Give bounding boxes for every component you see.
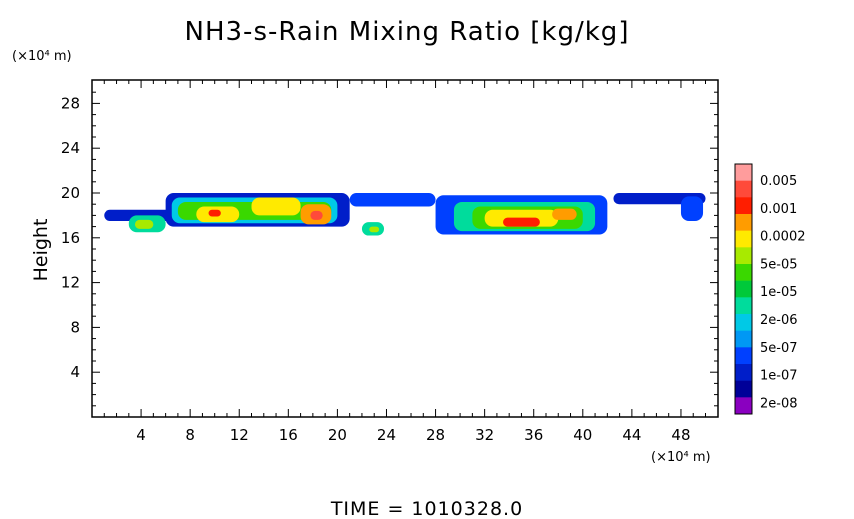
colorbar-swatch — [735, 164, 752, 181]
colorbar-swatch — [735, 264, 752, 281]
colorbar-label: 2e-06 — [760, 313, 798, 328]
colorbar-frame — [734, 163, 753, 415]
colorbar-swatch — [735, 197, 752, 215]
x-tick-label: 32 — [475, 426, 494, 444]
colorbar-swatch — [735, 330, 752, 348]
y-tick-label: 16 — [61, 229, 80, 247]
x-tick-label: 12 — [230, 426, 249, 444]
x-tick-label: 36 — [524, 426, 543, 444]
contour-region-19 — [552, 208, 577, 220]
colorbar-label: 0.0002 — [760, 230, 806, 245]
time-label: TIME = 1010328.0 — [330, 498, 523, 519]
colorbar-label: 1e-07 — [760, 369, 798, 384]
x-tick-label: 8 — [185, 426, 195, 444]
colorbar-label: 0.001 — [760, 202, 797, 217]
plot-frame — [91, 79, 719, 418]
colorbar-swatch — [735, 397, 752, 415]
y-tick-label: 20 — [61, 184, 80, 202]
colorbar-swatch — [735, 347, 752, 365]
y-axis-label: Height — [30, 219, 52, 282]
x-tick-label: 16 — [279, 426, 298, 444]
y-tick-label: 28 — [61, 94, 80, 112]
colorbar-swatch — [735, 280, 752, 298]
contour-region-11 — [349, 193, 436, 207]
x-tick-label: 28 — [426, 426, 445, 444]
colorbar-swatch — [735, 297, 752, 315]
contour-region-10 — [208, 209, 221, 217]
x-tick-label: 24 — [377, 426, 396, 444]
colorbar-swatch — [735, 247, 752, 265]
colorbar-swatch — [735, 364, 752, 381]
colorbar-label: 0.005 — [760, 174, 797, 189]
colorbar-swatch — [735, 380, 752, 398]
x-unit-label: (×10⁴ m) — [651, 450, 711, 465]
contour-region-18 — [503, 217, 540, 227]
colorbar-swatch — [735, 214, 752, 231]
contour-region-9 — [310, 210, 323, 220]
colorbar-swatch — [735, 230, 752, 248]
y-tick-label: 24 — [61, 139, 80, 157]
contour-region-21 — [680, 196, 704, 221]
x-tick-label: 20 — [328, 426, 347, 444]
contour-region-13 — [369, 226, 380, 233]
colorbar-swatch — [735, 180, 752, 198]
colorbar: 0.005 0.001 0.0002 5e-05 1e-05 2e-06 5e-07 1e-0… — [734, 163, 806, 415]
colorbar-label: 5e-07 — [760, 341, 798, 356]
x-tick-label: 44 — [622, 426, 641, 444]
x-tick-label: 4 — [136, 426, 146, 444]
y-tick-label: 4 — [70, 363, 80, 381]
contour-fields — [104, 193, 706, 236]
colorbar-label: 5e-05 — [760, 257, 798, 272]
chart-title: NH3-s-Rain Mixing Ratio [kg/kg] — [185, 17, 630, 47]
y-unit-label: (×10⁴ m) — [12, 49, 72, 64]
colorbar-swatch — [735, 314, 752, 331]
x-axis: 4 8 12 16 20 24 28 32 36 40 44 48 — [103, 80, 706, 444]
y-axis: 4 8 12 16 20 24 28 — [61, 91, 718, 407]
contour-region-2 — [134, 219, 154, 229]
colorbar-label: 1e-05 — [760, 285, 798, 300]
x-tick-label: 48 — [671, 426, 690, 444]
x-tick-label: 40 — [573, 426, 592, 444]
colorbar-label: 2e-08 — [760, 396, 798, 411]
y-tick-label: 8 — [70, 318, 80, 336]
contour-region-7 — [251, 197, 301, 216]
y-tick-label: 12 — [61, 274, 80, 292]
